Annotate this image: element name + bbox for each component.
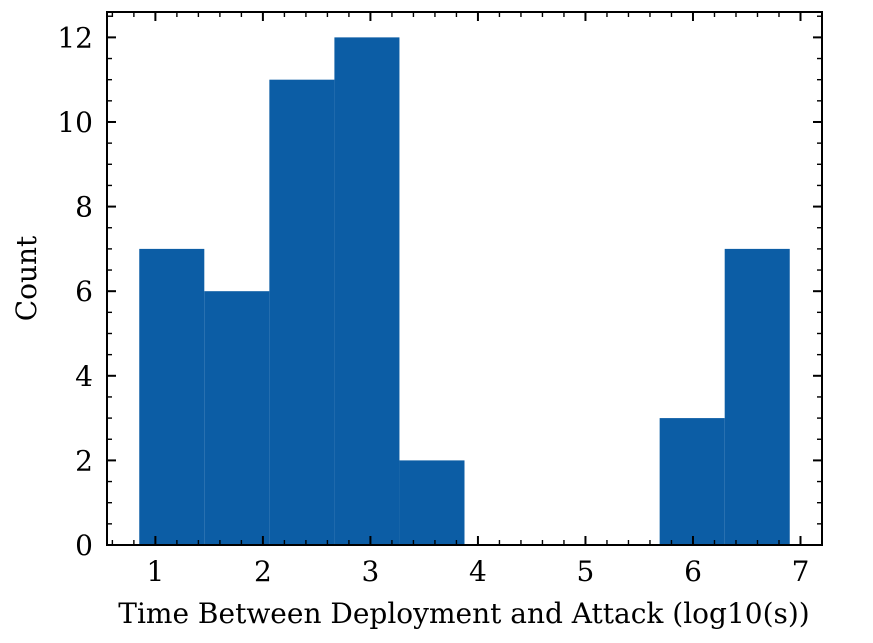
x-axis-label: Time Between Deployment and Attack (log1… bbox=[118, 597, 809, 630]
histogram-bar bbox=[139, 248, 205, 545]
x-tick-label: 3 bbox=[362, 555, 380, 588]
x-tick-label: 7 bbox=[792, 555, 810, 588]
histogram-bar bbox=[269, 79, 335, 545]
histogram-bar bbox=[659, 418, 725, 545]
histogram-bar bbox=[399, 460, 465, 545]
histogram-bars bbox=[139, 37, 790, 545]
histogram-bar bbox=[334, 37, 400, 545]
plot-frame bbox=[106, 11, 823, 546]
y-tick-label: 10 bbox=[57, 106, 93, 139]
y-axis-label: Count bbox=[10, 235, 43, 321]
y-tick-label: 6 bbox=[75, 275, 93, 308]
x-tick-label: 5 bbox=[577, 555, 595, 588]
x-tick-label: 4 bbox=[469, 555, 487, 588]
y-tick-label: 0 bbox=[75, 529, 93, 562]
x-tick-label: 2 bbox=[254, 555, 272, 588]
x-tick-label: 6 bbox=[684, 555, 702, 588]
y-tick-label: 12 bbox=[57, 21, 93, 54]
histogram-bar bbox=[204, 291, 270, 545]
y-tick-label: 4 bbox=[75, 360, 93, 393]
y-tick-label: 2 bbox=[75, 444, 93, 477]
x-tick-label: 1 bbox=[146, 555, 164, 588]
y-tick-label: 8 bbox=[75, 191, 93, 224]
histogram-bar bbox=[724, 248, 790, 545]
